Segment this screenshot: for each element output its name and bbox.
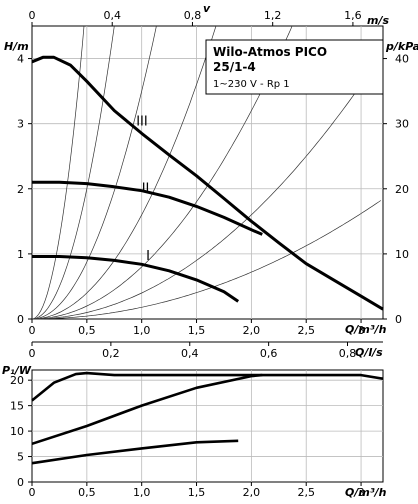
pump-curve-I [32, 255, 240, 303]
system-curve [32, 25, 293, 320]
pump-curve-II [32, 180, 263, 236]
top-y-left-label: H/m [4, 40, 29, 53]
bottom-plot-frame [31, 369, 384, 483]
system-curve [31, 25, 85, 320]
bottom-top-axis-label: Q/l/s [355, 346, 383, 359]
top-x-tick-label: 1,5 [188, 324, 206, 337]
top-v-tick-label: 1,6 [344, 9, 362, 22]
top-y-tick-label: 1 [17, 248, 24, 261]
bottom-y-tick-label: 0 [17, 476, 24, 489]
top-y-right-tick-label: 30 [395, 118, 409, 131]
curve-label-II: II [142, 181, 150, 196]
info-title: Wilo-Atmos PICO [213, 45, 327, 59]
bottom-y-label: P₁/W [2, 364, 32, 377]
top-y-right-tick-label: 0 [395, 313, 402, 326]
top-y-right-label: p/kPa [385, 40, 418, 53]
ls-tick-label: 0,2 [102, 347, 120, 360]
top-v-tick-label: 1,2 [264, 9, 282, 22]
ls-tick-label: 0,4 [181, 347, 199, 360]
power-flow-chart: 0 0,5 1,0 1,5 2,0 2,5 3 0 5 10 15 20 0 0,2 0,4 0,6 0,8 P… [2, 341, 387, 499]
bottom-y-tick-label: 10 [10, 425, 24, 438]
bottom-y-tick-label: 15 [10, 400, 24, 413]
top-v-tick-label: 0,8 [184, 9, 202, 22]
bottom-x-tick-label: 3 [358, 486, 365, 499]
top-y-right-tick-label: 20 [395, 183, 409, 196]
system-curve [32, 55, 382, 320]
system-curve [32, 25, 217, 320]
bottom-x-tick-label: 1,0 [133, 486, 151, 499]
info-spec: 1~230 V - Rp 1 [213, 79, 290, 90]
system-curve [32, 200, 381, 320]
top-plot-frame [31, 25, 384, 320]
top-x-tick-label: 1,0 [133, 324, 151, 337]
bottom-x-label: Q/m³/h [345, 486, 387, 499]
top-y-tick-label: 2 [17, 183, 24, 196]
top-y-right-tick-label: 10 [395, 248, 409, 261]
top-y-right-tick-label: 40 [395, 53, 409, 66]
power-curve-II [31, 373, 263, 446]
top-x-tick-label: 0 [29, 324, 36, 337]
system-curves [31, 25, 382, 320]
power-curve-I [31, 439, 239, 465]
curve-label-III: III [136, 114, 148, 129]
top-y-tick-label: 4 [17, 53, 24, 66]
curve-label-I: I [146, 249, 150, 264]
ls-tick-label: 0 [29, 347, 36, 360]
top-y-tick-label: 3 [17, 118, 24, 131]
pump-curve-III [31, 55, 384, 311]
bottom-grid [32, 370, 383, 482]
system-curve [31, 25, 157, 320]
bottom-x-tick-label: 2,5 [297, 486, 315, 499]
bottom-series [31, 371, 384, 465]
power-curve-III [31, 371, 384, 402]
bottom-x-tick-label: 1,5 [188, 486, 206, 499]
system-curve [31, 25, 115, 320]
ls-tick-label: 0,8 [339, 347, 357, 360]
bottom-x-tick-label: 0 [29, 486, 36, 499]
top-x-tick-label: 2,0 [243, 324, 261, 337]
bottom-x-tick-label: 0,5 [78, 486, 96, 499]
info-box: Wilo-Atmos PICO 25/1-4 1~230 V - Rp 1 [205, 39, 384, 95]
bottom-y-tick-label: 5 [17, 451, 24, 464]
top-x-tick-label: 3 [358, 324, 365, 337]
bottom-x-tick-label: 2,0 [243, 486, 261, 499]
top-axis-unit: m/s [367, 14, 389, 27]
top-axis-label: v [203, 2, 211, 15]
bottom-y-tick-label: 20 [10, 374, 24, 387]
top-y-tick-label: 0 [17, 313, 24, 326]
bottom-ticks: 0 0,5 1,0 1,5 2,0 2,5 3 0 5 10 15 20 0 0,2 0,4 0,6 0,8 [10, 341, 383, 499]
top-x-tick-label: 2,5 [297, 324, 315, 337]
top-v-tick-label: 0 [29, 9, 36, 22]
ls-tick-label: 0,6 [260, 347, 278, 360]
info-model: 25/1-4 [213, 60, 256, 74]
top-v-tick-label: 0,4 [103, 9, 121, 22]
top-x-label: Q/m³/h [345, 323, 387, 336]
top-x-tick-label: 0,5 [78, 324, 96, 337]
